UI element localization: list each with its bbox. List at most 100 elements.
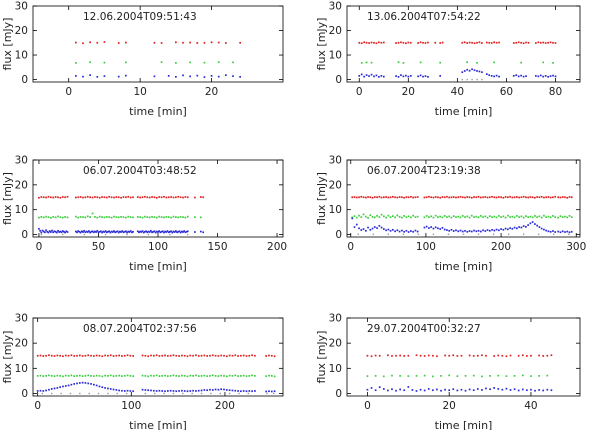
data-point [403,230,405,233]
data-point [552,62,554,64]
data-point [534,215,536,217]
data-point [509,354,512,357]
data-point [202,196,205,199]
data-point [530,375,532,377]
data-point [95,231,97,233]
data-point [82,42,84,45]
data-point [419,388,422,391]
data-point [493,61,496,64]
data-point [132,230,134,233]
series-top [36,354,276,358]
data-point [186,196,189,199]
data-point [378,354,381,357]
data-point [450,216,453,219]
data-point [547,41,549,44]
data-point [425,196,428,199]
data-point [403,196,405,199]
data-point [231,375,234,377]
data-point [56,374,59,377]
data-point [400,74,402,76]
data-point [92,231,95,234]
data-point [520,226,523,229]
data-point [554,75,557,78]
data-point [513,388,516,391]
data-point [382,388,385,390]
data-point [76,382,78,385]
data-point [181,354,183,357]
data-point [209,375,211,377]
data-point [47,195,50,198]
data-point [387,196,390,199]
data-point [444,388,446,391]
panel-title: 06.07.2004T03:48:52 [83,165,197,177]
data-point [234,354,237,357]
data-point [568,196,571,198]
data-point [392,195,394,198]
data-point [466,68,469,71]
data-point [125,216,127,219]
data-point [502,196,505,199]
series-baseline [461,78,483,81]
data-point [85,230,88,233]
data-point [471,78,473,81]
data-point [399,375,401,377]
data-point [122,196,125,198]
data-point [175,41,177,44]
data-point [437,196,439,199]
data-point [539,41,542,44]
data-point [70,354,73,357]
data-point [520,215,523,218]
data-point [189,61,191,64]
data-point [410,216,412,219]
data-point [405,216,408,218]
data-point [95,384,98,387]
data-point [559,196,562,199]
data-point [552,74,554,77]
data-point [424,42,427,44]
data-point [109,354,112,357]
data-point [516,227,518,230]
data-point [200,392,203,395]
data-point [479,215,482,217]
data-point [441,196,444,198]
data-point [402,62,405,64]
data-point [59,230,62,233]
data-point [534,196,536,199]
data-point [153,196,156,199]
data-point [564,196,566,199]
data-point [268,354,270,357]
data-point [468,216,471,219]
data-point [397,61,400,63]
data-point [112,375,115,377]
data-point [97,231,100,234]
data-point [101,216,103,218]
data-point [531,221,534,223]
data-point [549,196,552,199]
data-point [62,385,64,388]
data-point [165,216,168,218]
data-point [200,216,202,219]
x-axis-label: time [min] [435,419,493,430]
x-tick-label: 50 [92,241,105,253]
data-point [270,390,273,393]
data-point [461,196,464,199]
data-point [88,230,90,232]
y-tick-label: 0 [335,229,342,241]
data-point [87,382,90,385]
data-point [396,214,399,217]
y-tick-label: 30 [329,313,342,325]
data-point [96,76,99,78]
data-point [117,196,120,199]
data-point [538,354,540,357]
data-point [368,42,370,44]
data-point [103,61,106,64]
data-point [536,196,539,198]
data-point [220,374,223,377]
y-tick-label: 30 [15,1,28,13]
data-point [182,196,184,199]
data-point [110,196,113,199]
data-point [144,392,147,395]
data-point [427,388,430,390]
data-point [163,195,165,198]
data-point [443,196,446,199]
